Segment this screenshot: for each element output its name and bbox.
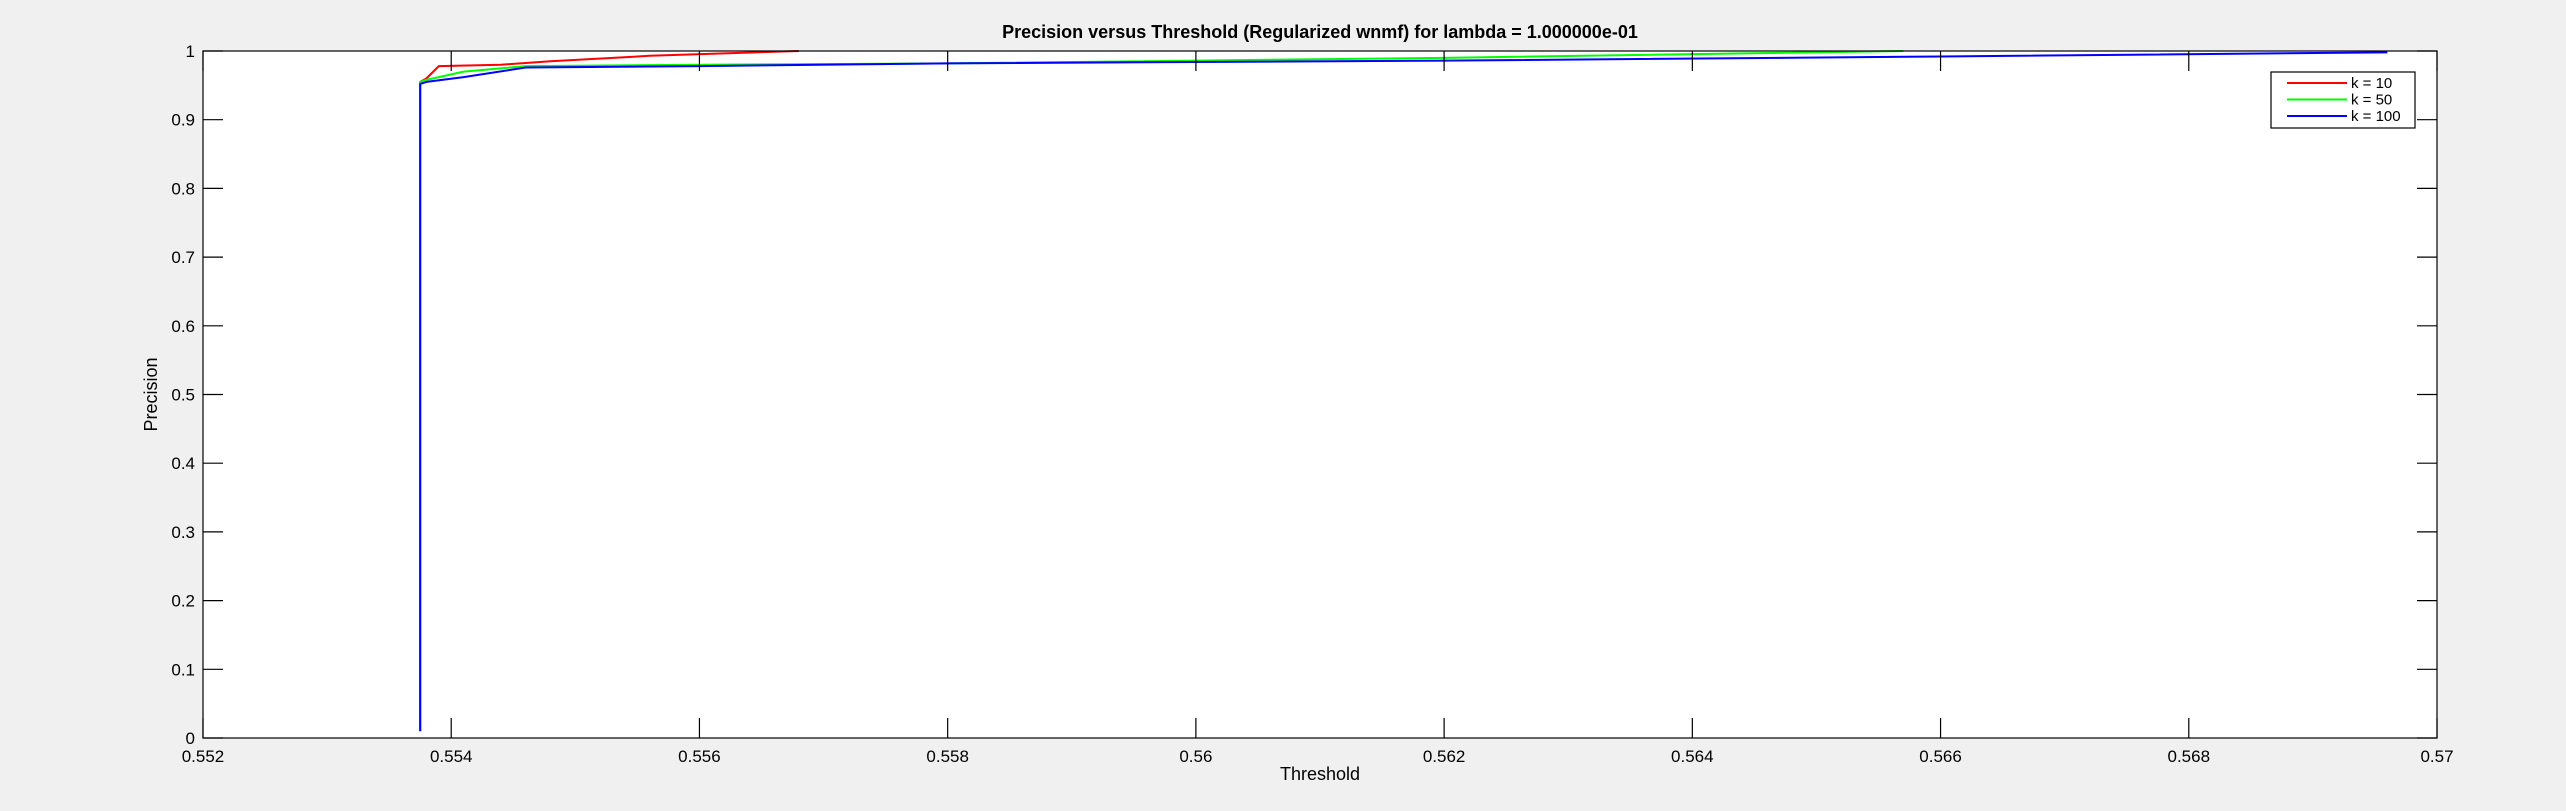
x-tick-label: 0.558 (926, 747, 969, 766)
y-tick-label: 0.3 (171, 523, 195, 542)
y-tick-label: 0.6 (171, 317, 195, 336)
x-tick-label: 0.564 (1671, 747, 1714, 766)
legend: k = 10k = 50k = 100 (2270, 71, 2416, 129)
y-tick-label: 0.5 (171, 386, 195, 405)
x-tick-label: 0.556 (678, 747, 721, 766)
y-tick-label: 0.4 (171, 454, 195, 473)
x-tick-label: 0.562 (1423, 747, 1466, 766)
legend-entry-1: k = 10 (2351, 75, 2392, 92)
x-axis-label: Threshold (1280, 764, 1360, 784)
series-line-2 (419, 50, 1904, 732)
x-tick-label: 0.552 (182, 747, 225, 766)
legend-entry-3: k = 100 (2351, 108, 2401, 125)
y-tick-label: 0.9 (171, 111, 195, 130)
y-tick-label: 0 (186, 729, 195, 748)
x-tick-label: 0.57 (2420, 747, 2453, 766)
y-tick-label: 0.8 (171, 179, 195, 198)
x-tick-label: 0.566 (1919, 747, 1962, 766)
ticks-layer: 0.552 0.554 0.556 0.558 0.56 0.562 0.564 0.566 0… (171, 42, 2453, 766)
y-tick-label: 0.7 (171, 248, 195, 267)
x-tick-label: 0.554 (430, 747, 473, 766)
y-tick-label: 0.1 (171, 660, 195, 679)
y-tick-label: 0.2 (171, 592, 195, 611)
x-tick-label: 0.56 (1179, 747, 1212, 766)
x-tick-label: 0.568 (2168, 747, 2211, 766)
legend-entry-2: k = 50 (2351, 92, 2392, 109)
plot-area (203, 51, 2437, 738)
y-axis-label: Precision (141, 357, 161, 431)
chart-title: Precision versus Threshold (Regularized … (1002, 22, 1638, 42)
y-tick-label: 1 (186, 42, 195, 61)
plot-frame (202, 50, 2438, 739)
